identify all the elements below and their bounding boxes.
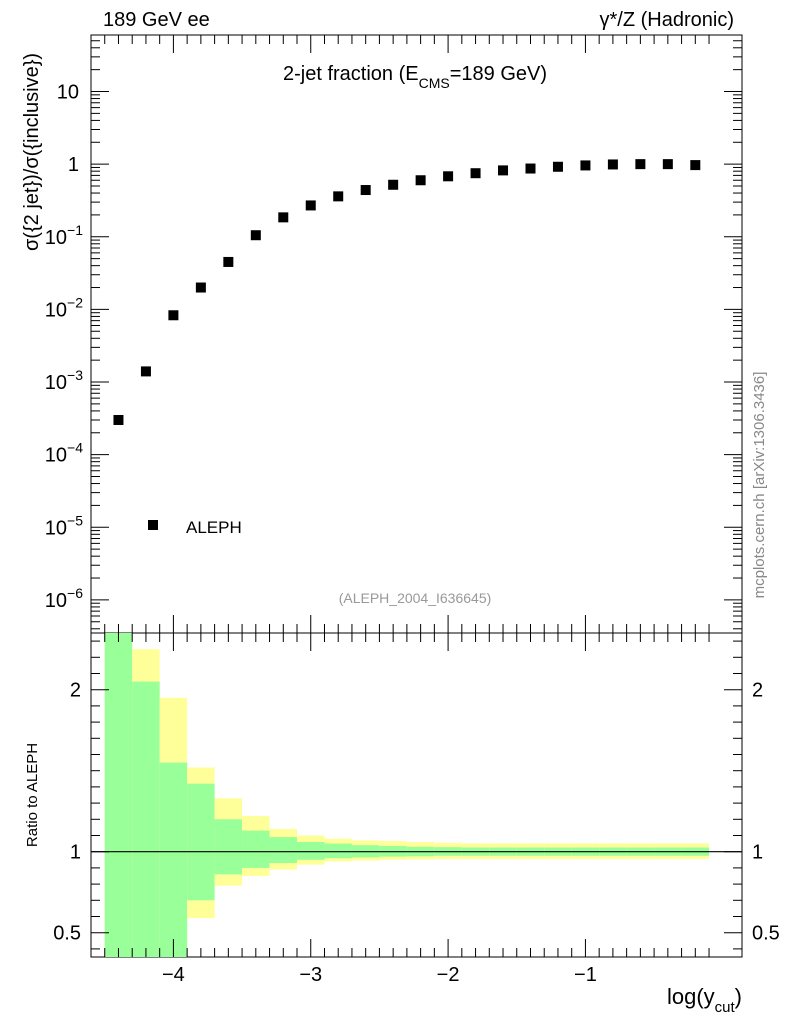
data-point [525, 163, 536, 174]
legend-label: ALEPH [186, 518, 242, 537]
data-point [635, 159, 646, 170]
ratio-ytick-label-left: 1 [70, 842, 81, 864]
header-left-label: 189 GeV ee [103, 9, 210, 31]
upper-panel-frame [90, 34, 743, 634]
data-point [607, 159, 618, 170]
x-axis-label: log(ycut) [667, 984, 742, 1016]
data-point [580, 160, 591, 171]
ratio-band-green [297, 841, 325, 860]
xtick-label: −2 [437, 964, 460, 986]
data-point [113, 414, 124, 425]
header-right-label: γ*/Z (Hadronic) [599, 9, 734, 31]
data-point [662, 159, 673, 170]
ytick-label: 10−4 [45, 440, 83, 467]
data-point [140, 366, 151, 377]
ratio-panel-frame [90, 632, 743, 958]
ytick-label: 1 [68, 154, 79, 176]
xtick-label: −1 [574, 964, 597, 986]
y-axis-label: σ({2 jet})/σ({inclusive}) [21, 53, 43, 251]
data-point [443, 171, 454, 182]
data-point [333, 191, 344, 202]
ratio-axes: 0.5 0.5 1 1 2 2 −4 −3 −2 −1 [53, 35, 780, 986]
ratio-ytick-label-right: 2 [752, 680, 763, 702]
data-point [195, 282, 206, 293]
ratio-band-green [187, 783, 215, 901]
data-point [278, 212, 289, 223]
xtick-label: −4 [162, 964, 185, 986]
ratio-ytick-label-right: 1 [752, 842, 763, 864]
data-points [113, 159, 701, 425]
ratio-band-green [104, 633, 133, 957]
data-point [470, 168, 481, 179]
data-point [168, 310, 179, 321]
data-point [415, 175, 426, 186]
ytick-label: 10−5 [45, 512, 83, 539]
ratio-band-green [132, 681, 160, 957]
ratio-bands [91, 633, 742, 957]
ratio-y-axis-label: Ratio to ALEPH [24, 743, 41, 847]
ratio-band-green [324, 843, 352, 859]
ytick-label: 10−2 [45, 294, 83, 321]
ratio-ytick-label-left: 2 [70, 680, 81, 702]
ratio-ytick-label-left: 0.5 [53, 923, 81, 945]
ratio-band-green [159, 762, 188, 957]
ytick-label: 10−1 [45, 222, 83, 249]
data-point [388, 179, 399, 190]
data-point [305, 200, 316, 211]
analysis-label: (ALEPH_2004_I636645) [339, 590, 492, 606]
ytick-label: 10−6 [45, 585, 83, 612]
ytick-label: 10 [57, 82, 79, 104]
ratio-band-green [214, 819, 243, 875]
watermark: mcplots.cern.ch [arXiv:1306.3436] [751, 372, 768, 599]
ratio-band-green [269, 837, 298, 864]
data-point [498, 165, 509, 176]
xtick-label: −3 [299, 964, 322, 986]
data-point [360, 185, 371, 196]
chart-title: 2-jet fraction (ECMS=189 GeV) [283, 63, 547, 91]
ytick-label: 10−3 [45, 367, 83, 394]
legend-marker [148, 520, 158, 530]
data-point [223, 256, 234, 267]
data-point [690, 160, 701, 171]
ratio-ytick-label-right: 0.5 [752, 923, 780, 945]
data-point [552, 161, 563, 172]
ratio-band-green [242, 830, 270, 868]
upper-axes: 10−6 10−5 10−4 10−3 10−2 10−1 1 10 [45, 34, 742, 630]
data-point [250, 230, 261, 241]
